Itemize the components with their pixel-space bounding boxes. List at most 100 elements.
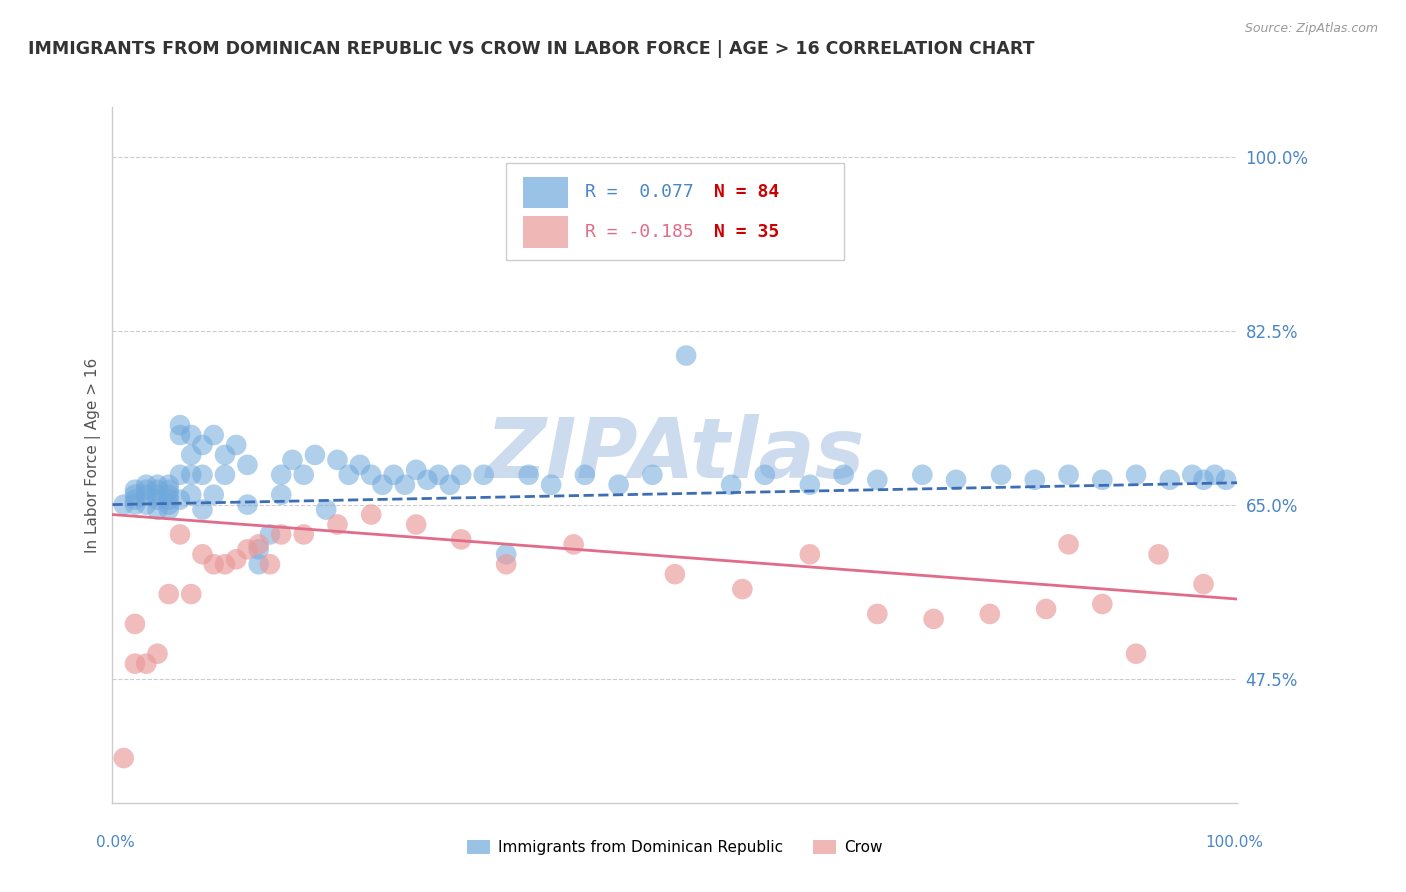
Point bbox=[754, 467, 776, 482]
Point bbox=[675, 349, 697, 363]
Point bbox=[202, 428, 225, 442]
Point bbox=[180, 448, 202, 462]
Point bbox=[641, 467, 664, 482]
Point bbox=[124, 498, 146, 512]
Point bbox=[866, 473, 889, 487]
Point bbox=[382, 467, 405, 482]
Point bbox=[214, 467, 236, 482]
Point bbox=[202, 488, 225, 502]
Point bbox=[360, 508, 382, 522]
Point bbox=[292, 467, 315, 482]
Point bbox=[337, 467, 360, 482]
Point bbox=[562, 537, 585, 551]
Point bbox=[135, 657, 157, 671]
Point bbox=[157, 492, 180, 507]
Point bbox=[169, 527, 191, 541]
Point bbox=[112, 498, 135, 512]
Point bbox=[1057, 467, 1080, 482]
Point bbox=[1125, 467, 1147, 482]
Point bbox=[169, 418, 191, 433]
Point bbox=[1181, 467, 1204, 482]
Point bbox=[157, 483, 180, 497]
Point bbox=[371, 477, 394, 491]
Point bbox=[517, 467, 540, 482]
Point bbox=[135, 477, 157, 491]
Point bbox=[439, 477, 461, 491]
Point bbox=[450, 467, 472, 482]
Point bbox=[191, 467, 214, 482]
Point bbox=[720, 477, 742, 491]
Point bbox=[799, 477, 821, 491]
Point bbox=[495, 558, 517, 572]
Point bbox=[157, 488, 180, 502]
Point bbox=[135, 488, 157, 502]
Text: Source: ZipAtlas.com: Source: ZipAtlas.com bbox=[1244, 22, 1378, 36]
Point bbox=[259, 558, 281, 572]
Point bbox=[124, 616, 146, 631]
Point bbox=[664, 567, 686, 582]
Y-axis label: In Labor Force | Age > 16: In Labor Force | Age > 16 bbox=[86, 358, 101, 552]
Point bbox=[225, 438, 247, 452]
Point bbox=[315, 502, 337, 516]
Point bbox=[124, 657, 146, 671]
Point bbox=[124, 488, 146, 502]
Point bbox=[180, 467, 202, 482]
Point bbox=[236, 458, 259, 472]
Text: 100.0%: 100.0% bbox=[1205, 836, 1264, 850]
Point bbox=[169, 467, 191, 482]
Point bbox=[157, 477, 180, 491]
Point bbox=[157, 498, 180, 512]
Point bbox=[495, 547, 517, 561]
Point bbox=[146, 488, 169, 502]
Point bbox=[1215, 473, 1237, 487]
Point bbox=[574, 467, 596, 482]
Text: N = 84: N = 84 bbox=[714, 183, 779, 201]
Point bbox=[247, 537, 270, 551]
Point bbox=[799, 547, 821, 561]
Point bbox=[135, 498, 157, 512]
Point bbox=[292, 527, 315, 541]
Point bbox=[1147, 547, 1170, 561]
Point bbox=[540, 477, 562, 491]
Point bbox=[214, 448, 236, 462]
Point bbox=[281, 453, 304, 467]
Point bbox=[214, 558, 236, 572]
Point bbox=[247, 542, 270, 557]
Point bbox=[180, 428, 202, 442]
Text: R = -0.185: R = -0.185 bbox=[585, 223, 693, 241]
Point bbox=[326, 453, 349, 467]
Text: ZIPAtlas: ZIPAtlas bbox=[485, 415, 865, 495]
Point bbox=[990, 467, 1012, 482]
Point bbox=[259, 527, 281, 541]
Point bbox=[1159, 473, 1181, 487]
Point bbox=[191, 502, 214, 516]
Point bbox=[180, 587, 202, 601]
Point bbox=[607, 477, 630, 491]
Point bbox=[112, 751, 135, 765]
Point bbox=[360, 467, 382, 482]
Point bbox=[1091, 473, 1114, 487]
Point bbox=[270, 488, 292, 502]
Point bbox=[124, 483, 146, 497]
Point bbox=[169, 492, 191, 507]
Bar bbox=[523, 216, 568, 248]
Point bbox=[157, 502, 180, 516]
Point bbox=[146, 647, 169, 661]
Point bbox=[1125, 647, 1147, 661]
Point bbox=[202, 558, 225, 572]
Point bbox=[146, 502, 169, 516]
Point bbox=[135, 483, 157, 497]
Text: R =  0.077: R = 0.077 bbox=[585, 183, 693, 201]
Point bbox=[157, 587, 180, 601]
Point bbox=[866, 607, 889, 621]
Point bbox=[472, 467, 495, 482]
Point bbox=[1091, 597, 1114, 611]
Point bbox=[247, 558, 270, 572]
Point bbox=[191, 438, 214, 452]
Point bbox=[169, 428, 191, 442]
Point bbox=[124, 492, 146, 507]
Point bbox=[405, 517, 427, 532]
Point bbox=[326, 517, 349, 532]
Point bbox=[1024, 473, 1046, 487]
FancyBboxPatch shape bbox=[506, 162, 844, 260]
